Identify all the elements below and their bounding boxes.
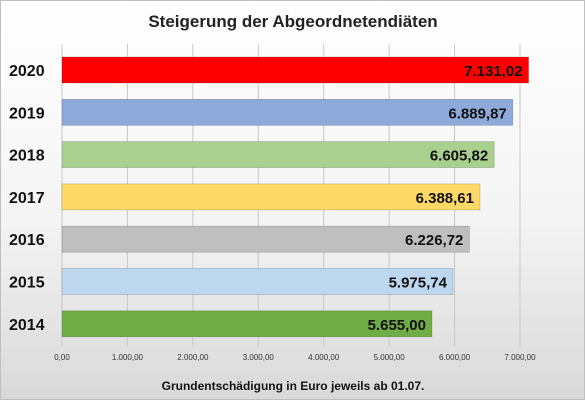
value-labels: 7.131,02 6.889,87 6.605,82 6.388,61 6.226,72… [368, 63, 523, 334]
category-label: 2020 [9, 63, 45, 80]
value-label: 7.131,02 [464, 63, 522, 80]
category-label: 2018 [9, 148, 45, 165]
x-tick-label: 0,00 [54, 353, 70, 362]
value-label: 6.226,72 [405, 232, 463, 249]
bars [61, 56, 529, 338]
value-label: 6.388,61 [416, 190, 474, 207]
x-tick-label: 3.000,00 [243, 353, 275, 362]
x-axis-label: Grundentschädigung in Euro jeweils ab 01… [162, 379, 425, 393]
bar [61, 141, 495, 168]
bar [61, 310, 433, 338]
category-label: 2017 [9, 190, 45, 207]
category-labels: 2020 2019 2018 2017 2016 2015 2014 [9, 63, 45, 334]
value-label: 5.655,00 [368, 317, 426, 334]
x-tick-label: 7.000,00 [504, 353, 536, 362]
x-tick-labels: 0,00 1.000,00 2.000,00 3.000,00 4.000,00 5.00… [54, 353, 536, 362]
bar [61, 268, 454, 295]
value-label: 6.605,82 [430, 148, 488, 165]
x-tick-label: 1.000,00 [112, 353, 144, 362]
x-tick-label: 2.000,00 [177, 353, 209, 362]
chart-title: Steigerung der Abgeordnetendiäten [148, 12, 437, 31]
category-label: 2019 [9, 105, 45, 122]
value-label: 6.889,87 [448, 105, 506, 122]
x-tick-label: 5.000,00 [374, 353, 406, 362]
bar [61, 99, 514, 126]
bar [61, 183, 481, 211]
category-label: 2015 [9, 275, 45, 292]
bar [61, 225, 470, 253]
bar [61, 56, 529, 84]
category-label: 2014 [9, 317, 45, 334]
x-tick-label: 6.000,00 [439, 353, 471, 362]
category-label: 2016 [9, 232, 45, 249]
value-label: 5.975,74 [389, 275, 448, 292]
x-tick-label: 4.000,00 [308, 353, 340, 362]
